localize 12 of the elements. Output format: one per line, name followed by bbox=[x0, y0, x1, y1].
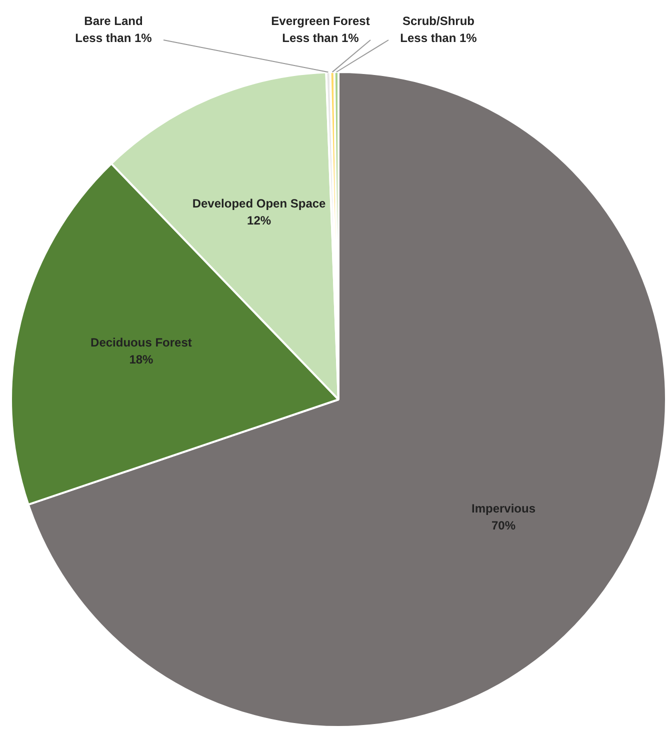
data-label: 12% bbox=[247, 213, 272, 228]
slice-label: Developed Open Space bbox=[192, 196, 326, 210]
data-label: Less than 1% bbox=[75, 30, 152, 45]
data-label: Less than 1% bbox=[400, 30, 478, 45]
slice-label: Deciduous Forest bbox=[90, 335, 192, 350]
data-label: 70% bbox=[492, 518, 516, 533]
slice-label: Impervious bbox=[472, 502, 536, 516]
data-label: 18% bbox=[129, 352, 154, 366]
slice-label: Bare Land bbox=[84, 14, 143, 28]
data-label: Less than 1% bbox=[282, 30, 360, 45]
slice-label: Evergreen Forest bbox=[271, 14, 370, 28]
slice-label: Scrub/Shrub bbox=[402, 14, 475, 28]
